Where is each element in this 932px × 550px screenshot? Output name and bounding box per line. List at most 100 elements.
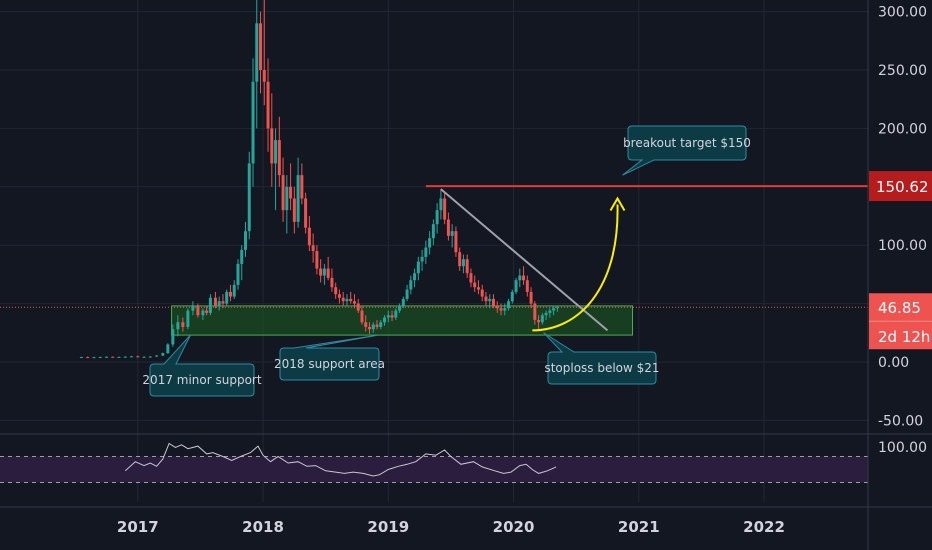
- candle: [225, 289, 229, 306]
- candle: [277, 116, 281, 187]
- candle-body: [450, 231, 454, 236]
- candle: [443, 191, 447, 225]
- candle: [166, 343, 170, 354]
- candle-body: [458, 252, 462, 267]
- candle: [476, 280, 480, 295]
- candle: [148, 356, 152, 358]
- candle-body: [416, 261, 420, 274]
- candle-body: [304, 198, 308, 228]
- candle-body: [176, 322, 180, 330]
- candle: [307, 216, 311, 252]
- candle: [352, 294, 356, 309]
- candle: [186, 308, 190, 330]
- x-tick-label: 2019: [367, 518, 409, 536]
- rsi-tick-label: 100.00: [878, 440, 927, 456]
- candle-body: [130, 356, 134, 358]
- candle-body: [510, 291, 514, 302]
- candle-body: [236, 263, 240, 285]
- candle: [337, 289, 341, 304]
- candle-body: [435, 210, 439, 225]
- candle-body: [461, 259, 465, 267]
- candle: [259, 11, 263, 94]
- candle: [480, 284, 484, 302]
- candle-body: [142, 356, 146, 358]
- candle-body: [364, 322, 368, 327]
- candle: [409, 275, 413, 295]
- candle: [285, 175, 289, 234]
- candle: [540, 312, 544, 325]
- descending-trendline: [440, 188, 609, 332]
- candle: [555, 305, 559, 312]
- candle-body: [217, 301, 221, 306]
- candle: [525, 275, 529, 297]
- candle-body: [155, 355, 159, 357]
- candle: [130, 355, 134, 358]
- candle-body: [525, 280, 529, 292]
- candle-body: [243, 231, 247, 250]
- candle-body: [117, 356, 121, 358]
- candle-body: [322, 268, 326, 276]
- candle: [247, 151, 251, 240]
- candle: [510, 289, 514, 304]
- candle: [292, 186, 296, 234]
- candle: [552, 305, 556, 316]
- candle: [537, 315, 541, 330]
- candle: [431, 219, 435, 246]
- current-price-label: 46.85 2d 12h: [869, 293, 932, 350]
- candle: [240, 245, 244, 281]
- candle-body: [540, 315, 544, 323]
- candle: [529, 287, 533, 309]
- candle-body: [552, 308, 556, 311]
- candle: [514, 277, 518, 295]
- candle: [155, 355, 159, 357]
- candle-body: [266, 81, 270, 129]
- candle-body: [277, 140, 281, 176]
- candle-body: [181, 322, 185, 327]
- candle: [413, 268, 417, 288]
- callout-text: breakout target $150: [623, 136, 751, 150]
- candle-body: [86, 357, 90, 359]
- candle-body: [136, 356, 140, 358]
- candle-body: [473, 282, 477, 288]
- candle: [196, 303, 200, 318]
- rsi-line: [124, 442, 557, 477]
- y-tick-label: 200.00: [878, 121, 927, 137]
- callout: breakout target $150: [622, 125, 751, 176]
- candle: [439, 189, 443, 220]
- candle: [450, 224, 454, 248]
- candle-body: [446, 219, 450, 236]
- candle-body: [488, 298, 492, 302]
- candle-body: [409, 280, 413, 290]
- candle: [228, 284, 232, 302]
- candle-body: [533, 303, 537, 320]
- candle: [181, 317, 185, 332]
- candle: [420, 249, 424, 271]
- candle-body: [92, 357, 96, 359]
- candle-body: [228, 291, 232, 297]
- candle-body: [386, 315, 390, 318]
- callout-box: [279, 334, 380, 381]
- candle-body: [499, 308, 503, 311]
- candle: [435, 203, 439, 234]
- candle-body: [341, 297, 345, 302]
- projection-curve: [532, 204, 619, 332]
- candle: [386, 310, 390, 323]
- callout-text: 2017 minor support: [142, 373, 261, 387]
- projection-arrowhead: [609, 196, 626, 211]
- candle-body: [296, 175, 300, 222]
- candle: [465, 254, 469, 278]
- candle: [488, 294, 492, 309]
- support-zone-layer: [0, 305, 868, 336]
- candle-body: [514, 280, 518, 292]
- candle: [117, 356, 121, 358]
- candle: [266, 58, 270, 152]
- candle-body: [522, 275, 526, 281]
- candle-body: [270, 128, 274, 164]
- candle: [499, 303, 503, 316]
- candle: [171, 324, 175, 347]
- candle-body: [307, 227, 311, 246]
- candle: [79, 356, 83, 359]
- candle: [356, 298, 360, 313]
- callout-text: 2018 support area: [274, 357, 385, 371]
